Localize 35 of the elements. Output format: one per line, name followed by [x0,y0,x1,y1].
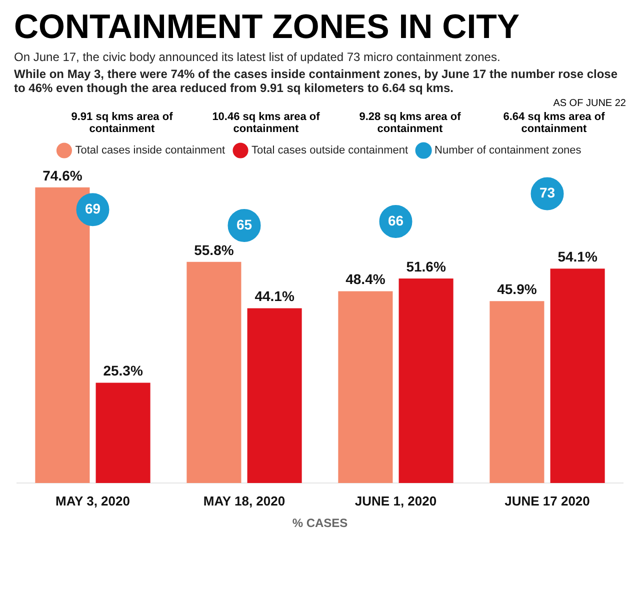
bar [338,291,393,483]
text: 9.91 sq kms area of containment [70,111,174,135]
bar [96,382,150,483]
data-label: 74.6% [42,167,83,184]
legend-label: Total cases inside containment [75,144,226,157]
text: 10.46 sq kms area of containment [211,111,321,135]
x-tick-label: JUNE 1, 2020 [354,493,437,508]
data-label: 69 [84,200,101,216]
data-label: 66 [388,212,404,228]
data-label: 44.1% [254,288,295,304]
bar [398,278,454,483]
text: 6.64 sq kms area of containment [502,111,606,135]
x-tick-label: JUNE 17 2020 [504,493,590,508]
bar [550,268,605,483]
bar [247,308,302,483]
data-label: 45.9% [497,280,538,297]
chart-subtitle: On June 17, the civic body announced its latest list of updated 73 micro containment zones. [14,50,502,64]
data-label: 51.6% [406,258,446,274]
chart-title: CONTAINMENT ZONES IN CITY [14,8,521,47]
x-tick-label: MAY 18, 2020 [203,493,286,508]
data-label: 55.8% [194,242,234,258]
legend-label: Number of containment zones [434,144,582,157]
x-tick-label: MAY 3, 2020 [56,493,130,508]
data-label: 48.4% [346,271,386,288]
text: AS OF JUNE 22 [552,98,626,109]
data-label: 73 [539,184,556,201]
data-label: 54.1% [558,248,598,264]
x-axis-title: % CASES [292,516,348,530]
legend-label: Total cases outside containment [252,144,408,157]
text: 9.28 sq kms area of containment [358,111,462,135]
text: While on May 3, there were 74% of the cases inside containment zones, by June 17 the number rose close to 46% even though the area reduced from 9.91 sq kilometers to 6.64 sq kms. [14,67,619,95]
data-label: 65 [236,216,252,232]
bar [490,301,544,483]
data-label: 25.3% [103,362,144,379]
bar [186,262,242,483]
